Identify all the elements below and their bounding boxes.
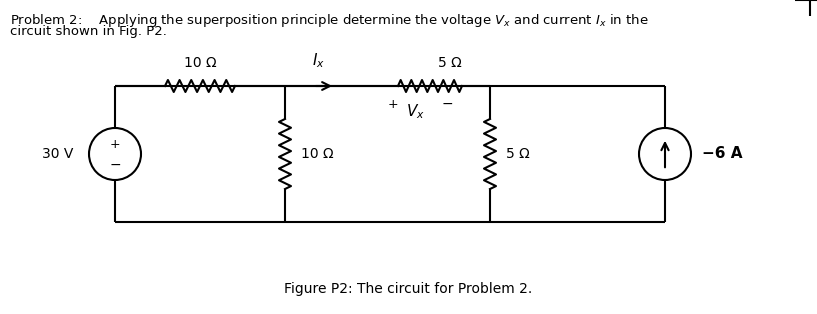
Text: 10 Ω: 10 Ω — [301, 147, 333, 161]
Text: +: + — [109, 138, 120, 150]
Text: −6 A: −6 A — [702, 147, 743, 161]
Text: 10 Ω: 10 Ω — [184, 56, 217, 70]
Text: 5 Ω: 5 Ω — [438, 56, 462, 70]
Text: 30 V: 30 V — [42, 147, 73, 161]
Text: −: − — [109, 158, 121, 172]
Text: Figure P2: The circuit for Problem 2.: Figure P2: The circuit for Problem 2. — [283, 282, 532, 296]
Text: $V_x$: $V_x$ — [405, 103, 424, 121]
Text: +: + — [388, 98, 399, 111]
Text: 5 Ω: 5 Ω — [506, 147, 529, 161]
Text: circuit shown in Fig. P2.: circuit shown in Fig. P2. — [10, 25, 167, 38]
Text: −: − — [441, 97, 453, 111]
Text: $I_x$: $I_x$ — [311, 51, 324, 70]
Text: Problem 2:    Applying the superposition principle determine the voltage $V_x$ a: Problem 2: Applying the superposition pr… — [10, 12, 649, 29]
